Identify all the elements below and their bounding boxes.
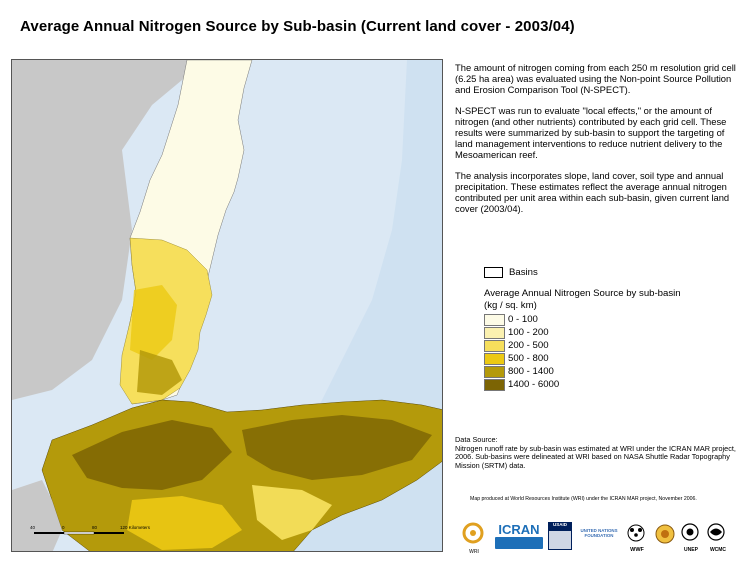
legend-label: 800 - 1400 bbox=[508, 366, 554, 377]
legend-label: 100 - 200 bbox=[508, 327, 549, 338]
scale-label-1: 40 bbox=[30, 525, 36, 530]
wwf-logo: WWF bbox=[625, 522, 649, 553]
legend-label: 1400 - 6000 bbox=[508, 379, 560, 390]
basin-swatch bbox=[484, 267, 503, 278]
seal-logo bbox=[655, 524, 675, 549]
data-source: Data Source: Nitrogen runoff rate by sub… bbox=[455, 435, 740, 471]
usaid-logo: USAID bbox=[548, 522, 572, 550]
wri-logo: WRI bbox=[460, 522, 488, 555]
description-paragraph: N-SPECT was run to evaluate "local effec… bbox=[455, 104, 727, 161]
legend-swatch bbox=[484, 365, 505, 378]
map-title: Average Annual Nitrogen Source by Sub-ba… bbox=[20, 18, 575, 35]
legend-row: 1400 - 6000 bbox=[484, 378, 684, 391]
legend-row: 100 - 200 bbox=[484, 326, 684, 339]
wcmc-logo: WCMC bbox=[706, 522, 730, 553]
map-frame[interactable]: 40 0 80 120 Kilometers bbox=[11, 59, 443, 552]
legend-swatch bbox=[484, 339, 505, 352]
description-paragraph: The amount of nitrogen coming from each … bbox=[455, 62, 736, 96]
logo-row: WRI ICRAN USAID UNITED NATIONS FOUNDATIO… bbox=[460, 518, 740, 556]
legend-swatch bbox=[484, 313, 505, 326]
neighbouring-land bbox=[12, 60, 202, 400]
legend-label: 500 - 800 bbox=[508, 353, 549, 364]
legend-row: 800 - 1400 bbox=[484, 365, 684, 378]
legend-row: 0 - 100 bbox=[484, 313, 684, 326]
un-foundation-logo: UNITED NATIONS FOUNDATION bbox=[580, 528, 618, 538]
legend-row: 200 - 500 bbox=[484, 339, 684, 352]
legend-swatch bbox=[484, 378, 505, 391]
scale-bar: 40 0 80 120 Kilometers bbox=[30, 525, 151, 535]
data-source-heading: Data Source: bbox=[455, 435, 498, 444]
unep-logo: UNEP bbox=[680, 522, 702, 553]
legend-swatch bbox=[484, 326, 505, 339]
icran-logo: ICRAN bbox=[495, 522, 543, 549]
credit: Map produced at World Resources Institut… bbox=[470, 496, 697, 502]
data-source-text: Nitrogen runoff rate by sub-basin was es… bbox=[455, 443, 736, 471]
legend-row: 500 - 800 bbox=[484, 352, 684, 365]
legend-label: 200 - 500 bbox=[508, 340, 549, 351]
map-canvas: 40 0 80 120 Kilometers bbox=[12, 60, 442, 551]
description-paragraph: The analysis incorporates slope, land co… bbox=[455, 169, 730, 215]
description: The amount of nitrogen coming from each … bbox=[455, 62, 740, 223]
legend-label: 0 - 100 bbox=[508, 314, 538, 325]
scale-label-2: 0 bbox=[62, 525, 65, 530]
legend-title: Average Annual Nitrogen Source by sub-ba… bbox=[484, 288, 681, 311]
basins-label: Basins bbox=[509, 267, 538, 278]
legend-swatch bbox=[484, 352, 505, 365]
scale-label-4: 120 Kilometers bbox=[120, 525, 151, 530]
legend: Basins Average Annual Nitrogen Source by… bbox=[484, 267, 684, 391]
legend-basins: Basins bbox=[484, 267, 684, 278]
scale-label-3: 80 bbox=[92, 525, 98, 530]
